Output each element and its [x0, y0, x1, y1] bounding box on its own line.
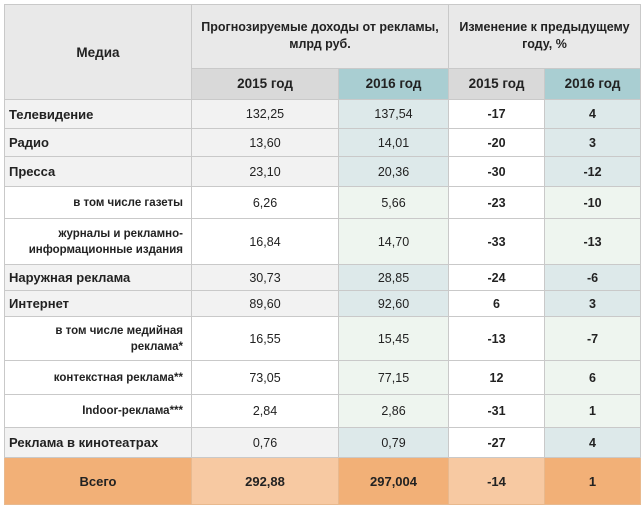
- change-2015-cell: 6: [448, 290, 545, 317]
- change-2015-cell: -27: [448, 427, 545, 458]
- total-row: Всего 292,88 297,004 -14 1: [4, 457, 641, 505]
- media-column-header: Медиа: [4, 4, 192, 100]
- change-2016-cell: -10: [544, 186, 641, 219]
- revenue-2015-cell: 16,84: [191, 218, 339, 265]
- revenue-2015-cell: 0,76: [191, 427, 339, 458]
- revenue-2016-cell: 2,86: [338, 394, 449, 428]
- total-revenue-2015: 292,88: [191, 457, 339, 505]
- table-row: Телевидение 132,25 137,54 -17 4: [4, 99, 641, 129]
- change-2015-cell: -23: [448, 186, 545, 219]
- change-2016-cell: -7: [544, 316, 641, 361]
- row-label: Пресса: [4, 156, 192, 187]
- revenue-2015-cell: 30,73: [191, 264, 339, 291]
- year-header-row: 2015 год 2016 год 2015 год 2016 год: [5, 67, 641, 101]
- row-label: Радио: [4, 128, 192, 157]
- row-label: в том числе медийная реклама*: [4, 316, 192, 361]
- change-2016-cell: 4: [544, 427, 641, 458]
- revenue-2016-cell: 20,36: [338, 156, 449, 187]
- change-2016-header: 2016 год: [544, 67, 641, 101]
- change-2015-cell: 12: [448, 360, 545, 395]
- change-2016-cell: -12: [544, 156, 641, 187]
- table-row: Реклама в кинотеатрах 0,76 0,79 -27 4: [4, 427, 641, 458]
- revenue-2015-cell: 23,10: [191, 156, 339, 187]
- total-change-2016: 1: [544, 457, 641, 505]
- change-2016-cell: 3: [544, 290, 641, 317]
- revenue-2016-cell: 28,85: [338, 264, 449, 291]
- change-2016-cell: 4: [544, 99, 641, 129]
- row-label: Телевидение: [4, 99, 192, 129]
- revenue-2015-cell: 16,55: [191, 316, 339, 361]
- change-2016-cell: 1: [544, 394, 641, 428]
- revenue-2015-cell: 2,84: [191, 394, 339, 428]
- row-label: Интернет: [4, 290, 192, 317]
- revenue-2016-cell: 92,60: [338, 290, 449, 317]
- revenue-2016-cell: 77,15: [338, 360, 449, 395]
- row-label: в том числе газеты: [4, 186, 192, 219]
- total-label: Всего: [4, 457, 192, 505]
- revenue-2016-cell: 0,79: [338, 427, 449, 458]
- change-2015-header: 2015 год: [448, 67, 545, 101]
- revenue-2016-header: 2016 год: [338, 67, 449, 101]
- table-row: Интернет 89,60 92,60 6 3: [4, 290, 641, 317]
- table-row: Наружная реклама 30,73 28,85 -24 -6: [4, 264, 641, 291]
- revenue-2015-cell: 6,26: [191, 186, 339, 219]
- change-2015-cell: -33: [448, 218, 545, 265]
- row-label: контекстная реклама**: [4, 360, 192, 395]
- ad-revenue-table: Медиа Прогнозируемые доходы от рекламы, …: [4, 4, 641, 505]
- total-revenue-2016: 297,004: [338, 457, 449, 505]
- table-row: Пресса 23,10 20,36 -30 -12: [4, 156, 641, 187]
- revenue-group-header: Прогнозируемые доходы от рекламы, млрд р…: [191, 4, 449, 69]
- revenue-2015-header: 2015 год: [191, 67, 339, 101]
- table-row: в том числе медийная реклама* 16,55 15,4…: [4, 316, 641, 361]
- change-2016-cell: 3: [544, 128, 641, 157]
- revenue-2016-cell: 15,45: [338, 316, 449, 361]
- change-2016-cell: -6: [544, 264, 641, 291]
- change-2015-cell: -30: [448, 156, 545, 187]
- revenue-2016-cell: 5,66: [338, 186, 449, 219]
- revenue-2016-cell: 14,70: [338, 218, 449, 265]
- table-row: в том числе газеты 6,26 5,66 -23 -10: [4, 186, 641, 219]
- change-2015-cell: -17: [448, 99, 545, 129]
- change-2015-cell: -31: [448, 394, 545, 428]
- revenue-2015-cell: 89,60: [191, 290, 339, 317]
- change-2016-cell: -13: [544, 218, 641, 265]
- row-label: Indoor-реклама***: [4, 394, 192, 428]
- revenue-2016-cell: 14,01: [338, 128, 449, 157]
- revenue-2015-cell: 73,05: [191, 360, 339, 395]
- total-change-2015: -14: [448, 457, 545, 505]
- change-group-header: Изменение к предыдущему году, %: [448, 4, 641, 69]
- revenue-2015-cell: 132,25: [191, 99, 339, 129]
- table-row: журналы и рекламно-информационные издани…: [4, 218, 641, 265]
- row-label: Реклама в кинотеатрах: [4, 427, 192, 458]
- header-row: Медиа Прогнозируемые доходы от рекламы, …: [4, 4, 641, 100]
- row-label: журналы и рекламно-информационные издани…: [4, 218, 192, 265]
- revenue-2016-cell: 137,54: [338, 99, 449, 129]
- change-2015-cell: -20: [448, 128, 545, 157]
- revenue-2015-cell: 13,60: [191, 128, 339, 157]
- change-2016-cell: 6: [544, 360, 641, 395]
- table-row: контекстная реклама** 73,05 77,15 12 6: [4, 360, 641, 395]
- change-2015-cell: -24: [448, 264, 545, 291]
- change-2015-cell: -13: [448, 316, 545, 361]
- table-row: Indoor-реклама*** 2,84 2,86 -31 1: [4, 394, 641, 428]
- row-label: Наружная реклама: [4, 264, 192, 291]
- table-row: Радио 13,60 14,01 -20 3: [4, 128, 641, 157]
